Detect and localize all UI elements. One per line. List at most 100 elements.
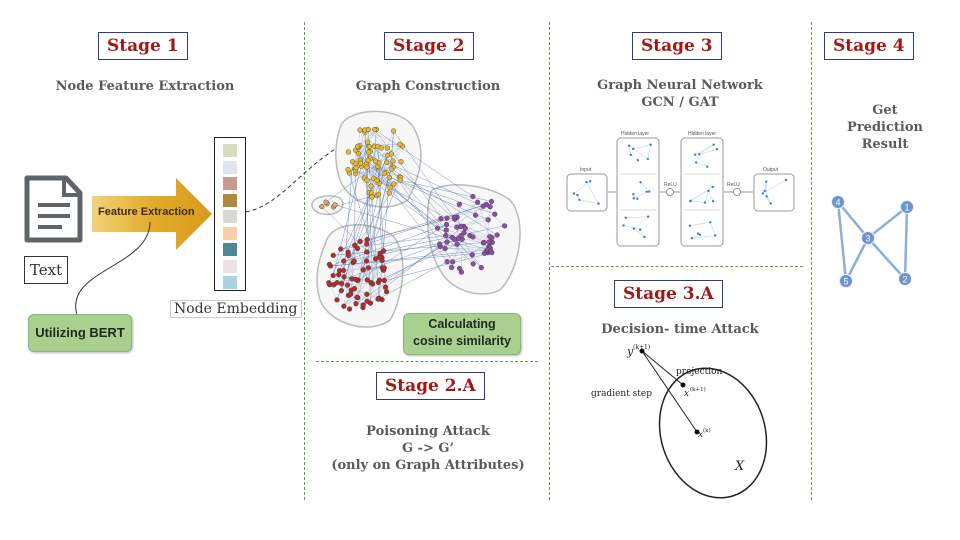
gnn-node bbox=[648, 190, 651, 193]
graph-node bbox=[397, 141, 403, 147]
graph-edge bbox=[349, 129, 375, 174]
graph-node bbox=[352, 276, 359, 282]
gnn-edge bbox=[762, 179, 787, 194]
y-label: y bbox=[626, 345, 634, 358]
graph-node bbox=[438, 216, 444, 222]
stage-2a-title: Poisoning Attack G -> G’ (only on Graph … bbox=[331, 424, 525, 473]
gnn-node bbox=[588, 180, 592, 183]
prediction-edge bbox=[903, 206, 909, 280]
graph-node bbox=[344, 282, 351, 288]
graph-edge bbox=[439, 229, 447, 245]
stage-1-label: Stage 1 bbox=[98, 32, 188, 60]
graph-node bbox=[478, 264, 484, 271]
graph-node bbox=[345, 149, 351, 155]
graph-edge bbox=[366, 260, 386, 288]
graph-edge bbox=[367, 142, 380, 299]
graph-node bbox=[381, 265, 387, 271]
graph-node bbox=[364, 139, 371, 145]
graph-node bbox=[456, 201, 462, 208]
graph-node bbox=[341, 258, 347, 264]
graph-node bbox=[487, 204, 493, 210]
graph-edge bbox=[367, 142, 455, 220]
graph-node bbox=[334, 297, 340, 303]
node-embedding-vector bbox=[214, 137, 246, 291]
graph-node bbox=[372, 126, 378, 133]
projection-label: projection bbox=[676, 367, 723, 377]
gnn-edge bbox=[696, 162, 708, 167]
gnn-node bbox=[713, 234, 717, 237]
graph-edge bbox=[383, 225, 505, 252]
graph-edge bbox=[445, 247, 491, 249]
graph-node bbox=[384, 145, 390, 151]
gnn-node bbox=[643, 235, 646, 239]
graph-edge bbox=[343, 245, 355, 307]
gnn-node bbox=[639, 181, 642, 184]
graph-node bbox=[364, 164, 370, 170]
graph-node bbox=[444, 259, 450, 265]
embedding-cell bbox=[223, 177, 237, 190]
graph-node bbox=[451, 214, 457, 221]
stage-3-title: Graph Neural Network GCN / GAT bbox=[597, 78, 763, 110]
graph-node bbox=[472, 212, 479, 218]
graph-node bbox=[480, 203, 486, 209]
prediction-edge bbox=[836, 201, 848, 282]
graph-edge bbox=[329, 243, 440, 285]
gnn-edge bbox=[573, 181, 591, 194]
layer-label-hidden-2: Hidden layer bbox=[688, 131, 716, 137]
graph-edge bbox=[374, 146, 391, 188]
graph-edge bbox=[364, 132, 401, 181]
graph-edge bbox=[343, 267, 385, 307]
gnn-node bbox=[632, 197, 635, 200]
graph-edge bbox=[354, 169, 453, 238]
gnn-node bbox=[703, 201, 707, 204]
gnn-node bbox=[711, 200, 715, 203]
gnn-edge bbox=[708, 190, 714, 202]
graph-node bbox=[487, 234, 493, 240]
graph-node bbox=[374, 177, 380, 184]
gnn-node bbox=[698, 233, 702, 236]
graph-node bbox=[386, 190, 392, 196]
gnn-node bbox=[765, 180, 768, 183]
layer-label-output: Output bbox=[763, 167, 779, 173]
gnn-node bbox=[636, 158, 640, 162]
graph-node bbox=[443, 233, 449, 239]
graph-edge bbox=[457, 244, 488, 251]
input-layer-box bbox=[566, 173, 608, 212]
graph-node bbox=[351, 258, 357, 264]
stage-2a-label: Stage 2.A bbox=[376, 372, 485, 400]
graph-node bbox=[351, 286, 358, 292]
graph-edge bbox=[366, 251, 385, 281]
prediction-edge bbox=[867, 206, 908, 239]
graph-node bbox=[450, 259, 456, 265]
graph-node bbox=[470, 261, 476, 267]
graph-node bbox=[470, 193, 476, 200]
graph-node bbox=[384, 159, 390, 165]
graph-edge bbox=[374, 129, 447, 225]
graph-edge bbox=[347, 169, 376, 259]
graph-node bbox=[387, 184, 393, 191]
graph-edge bbox=[358, 153, 474, 264]
embedding-cell bbox=[223, 210, 237, 223]
graph-node bbox=[381, 248, 387, 254]
graph-node bbox=[364, 277, 370, 283]
graph-edge bbox=[328, 257, 380, 283]
feasible-set-ellipse bbox=[658, 367, 768, 499]
stage-1-title: Node Feature Extraction bbox=[55, 79, 235, 94]
graph-edge bbox=[440, 244, 458, 247]
graph-node bbox=[376, 254, 382, 260]
graph-node bbox=[379, 258, 385, 264]
graph-node bbox=[369, 281, 376, 287]
graph-node bbox=[462, 225, 468, 231]
graph-node bbox=[365, 265, 371, 271]
graph-edge bbox=[366, 204, 487, 245]
embedding-cell bbox=[223, 193, 237, 207]
graph-edge bbox=[378, 252, 492, 283]
gnn-node bbox=[761, 192, 765, 195]
prediction-node-label: 4 bbox=[835, 198, 840, 208]
x-next-label: x bbox=[684, 389, 689, 399]
graph-node bbox=[364, 291, 370, 297]
gnn-edge bbox=[628, 145, 648, 160]
gnn-node bbox=[597, 202, 600, 205]
